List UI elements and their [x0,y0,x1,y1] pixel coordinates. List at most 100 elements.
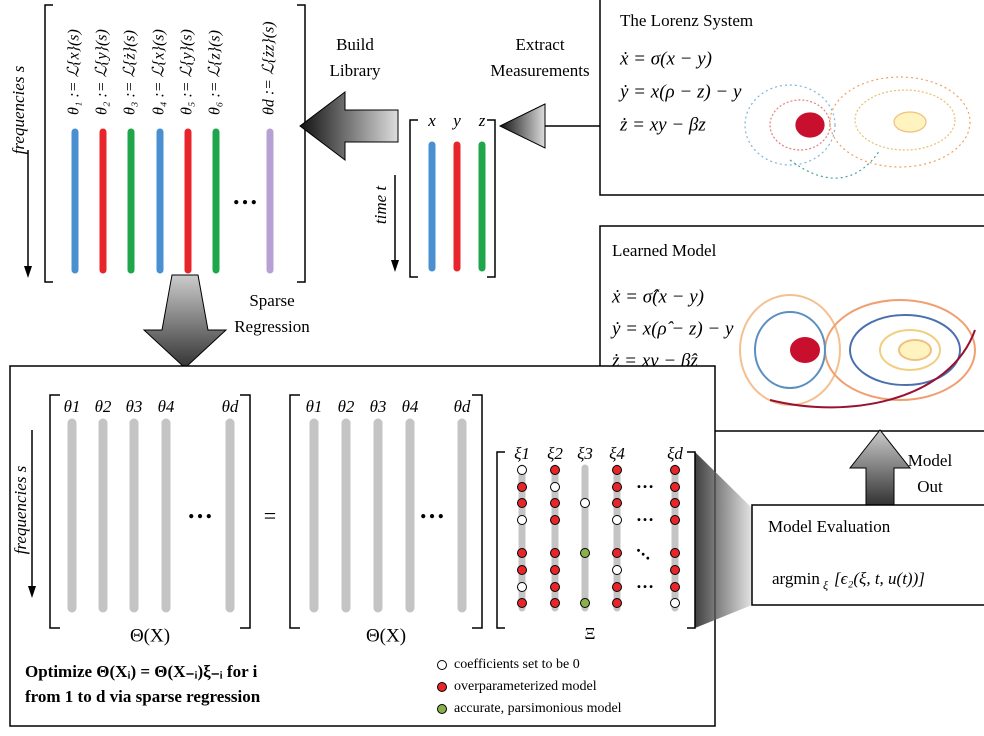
ellipsis: … [187,495,213,524]
column-label: x [427,111,436,130]
column-label: y [451,111,461,130]
column-label: θ₂ := ℒ{y}(s) [94,29,111,115]
coefficient [581,549,590,558]
panel-title: The Lorenz System [620,11,753,30]
column-label: θ₅ := ℒ{y}(s) [179,29,196,115]
coefficient [613,583,622,592]
matrix-label: Ξ [585,624,596,643]
column-label: θ4 [402,397,419,416]
coefficient [518,566,527,575]
coefficient [551,466,560,475]
arrow-label: Measurements [490,61,589,80]
coefficient [613,483,622,492]
arrow [500,104,545,148]
ellipsis: … [636,505,654,525]
coefficient [671,566,680,575]
arrow-label: Regression [234,317,310,336]
coefficient [551,583,560,592]
column-label: θd := ℒ{żz}(s) [261,21,278,115]
shadow [695,452,752,628]
legend-label: coefficients set to be 0 [454,657,580,672]
coefficient [671,583,680,592]
ellipsis: … [636,472,654,492]
coefficient [518,499,527,508]
equals: = [264,503,276,528]
ellipsis: … [232,181,258,210]
axis-label: time t [371,185,390,225]
matrix-label: Θ(X) [130,625,170,646]
equation: ẏ = x(ρ − z) − y [618,81,742,102]
coefficient [551,566,560,575]
column-label: θ3 [126,397,143,416]
coefficient [518,583,527,592]
coefficient [613,566,622,575]
ellipsis: … [419,495,445,524]
column-label: θ₄ := ℒ{x}(s) [151,29,168,115]
coefficient [518,549,527,558]
panel-title: Model Evaluation [768,517,891,536]
coefficient [518,516,527,525]
column-label: θ4 [158,397,175,416]
legend-label: accurate, parsimonious model [454,701,622,716]
arrow [850,430,910,505]
coefficient [551,499,560,508]
coefficient [518,599,527,608]
column-label: ξ3 [577,444,593,463]
arrow [300,92,398,160]
column-label: θ1 [64,397,81,416]
column-label: θ₁ := ℒ{x}(s) [66,29,83,115]
column-label: θ2 [95,397,112,416]
column-label: θ₃ := ℒ{ż}(s) [122,30,139,115]
axis-label: frequencies s [11,465,30,554]
arrow [144,275,226,368]
coefficient [671,499,680,508]
formula: ξ [823,578,829,592]
coefficient [551,483,560,492]
column-label: ξ1 [514,444,530,463]
coefficient [671,549,680,558]
coefficient [551,516,560,525]
column-label: z [478,111,486,130]
arrow-label: Extract [515,35,564,54]
equation: ż = xy − βz [619,114,706,135]
column-label: ξ4 [609,444,625,463]
column-label: ξd [667,444,683,463]
column-label: ξ2 [547,444,563,463]
optimize-text: Optimize Θ(Xᵢ) = Θ(X₋ᵢ)ξ₋ᵢ for i [25,662,258,681]
coefficient [613,499,622,508]
coefficient [613,516,622,525]
coefficient [613,466,622,475]
coefficient [518,483,527,492]
arrow-label: Model [908,451,953,470]
axis-label: frequencies s [9,65,28,154]
legend-label: overparameterized model [454,679,597,694]
coefficient [613,549,622,558]
coefficient [518,466,527,475]
panel-title: Learned Model [612,241,717,260]
coefficient [613,599,622,608]
column-label: θd [222,397,239,416]
column-label: θ₆ := ℒ{z}(s) [207,30,224,115]
column-label: θ1 [306,397,323,416]
coefficient [671,483,680,492]
matrix-label: Θ(X) [366,625,406,646]
coefficient [671,466,680,475]
arrow-label: Build [336,35,374,54]
arrow-label: Library [330,61,381,80]
arrow-label: Sparse [249,291,294,310]
formula: [ϵ₂(ξ, t, u(t))] [834,569,925,588]
column-label: θ2 [338,397,355,416]
coefficient [551,599,560,608]
formula: argmin [772,569,820,588]
column-label: θ3 [370,397,387,416]
coefficient [581,599,590,608]
equation: ẋ = σ̂(x − y) [611,286,704,307]
coefficient [581,499,590,508]
coefficient [671,516,680,525]
ellipsis: … [636,572,654,592]
coefficient [551,549,560,558]
equation: ẏ = x(ρ̂ − z) − y [610,318,734,339]
arrow-label: Out [917,477,943,496]
coefficient [671,599,680,608]
diagram: … frequencies s θ₁ := ℒ{x}(s) θ₂ := ℒ{y}(… [0,0,984,731]
